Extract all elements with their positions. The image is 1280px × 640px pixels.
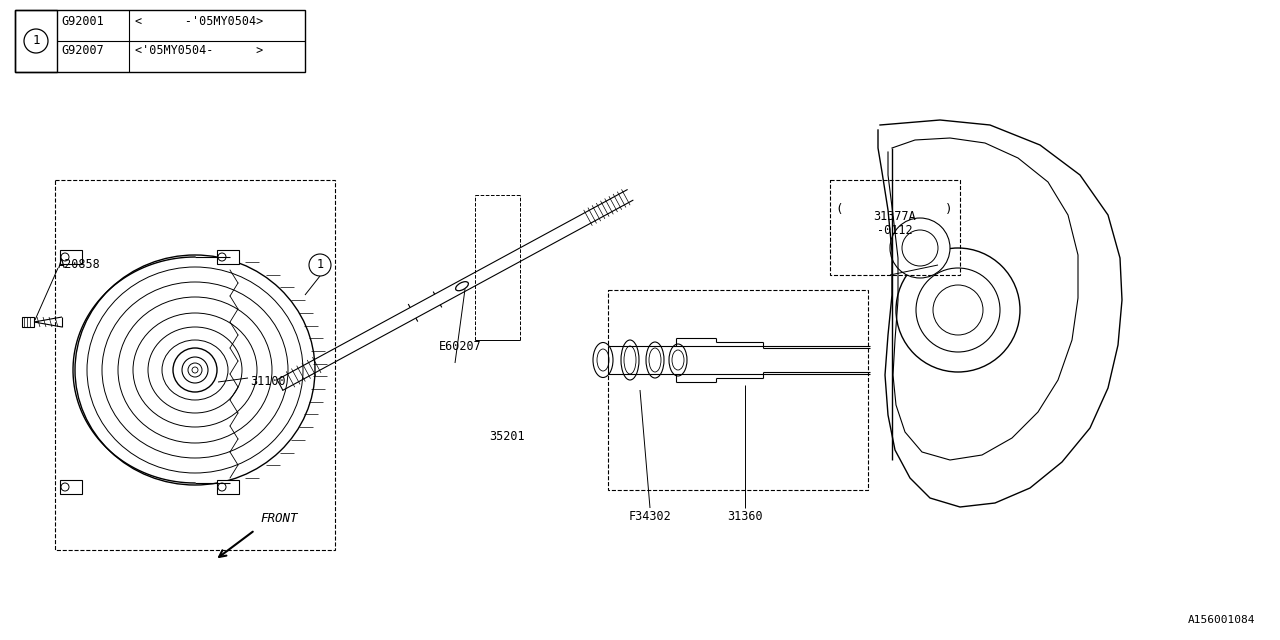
Circle shape	[173, 348, 218, 392]
Bar	[55, 180, 335, 550]
Text: G92001: G92001	[61, 15, 104, 28]
Bar	[15, 10, 305, 72]
Text: <      -'05MY0504>: < -'05MY0504>	[134, 15, 264, 28]
Bar	[829, 180, 960, 275]
Text: 31377A: 31377A	[874, 210, 916, 223]
Bar	[608, 290, 868, 490]
Ellipse shape	[669, 344, 687, 376]
Bar	[22, 317, 35, 327]
Ellipse shape	[621, 340, 639, 380]
Text: F34302: F34302	[628, 510, 672, 523]
Text: FRONT: FRONT	[260, 512, 297, 525]
Text: 31360: 31360	[727, 510, 763, 523]
Circle shape	[933, 285, 983, 335]
Bar	[60, 480, 82, 494]
Bar	[218, 250, 239, 264]
Circle shape	[188, 363, 202, 377]
Bar	[60, 250, 82, 264]
Circle shape	[902, 230, 938, 266]
Circle shape	[916, 268, 1000, 352]
Text: E60207: E60207	[439, 340, 481, 353]
Text: A20858: A20858	[58, 258, 101, 271]
Text: -0112: -0112	[877, 224, 913, 237]
Ellipse shape	[646, 342, 664, 378]
Circle shape	[182, 357, 207, 383]
Circle shape	[192, 367, 198, 373]
Circle shape	[890, 218, 950, 278]
Circle shape	[896, 248, 1020, 372]
Text: 1: 1	[32, 35, 40, 47]
Text: 1: 1	[316, 259, 324, 271]
Ellipse shape	[456, 282, 468, 291]
Bar	[218, 480, 239, 494]
Text: G92007: G92007	[61, 44, 104, 57]
Text: A156001084: A156001084	[1188, 615, 1254, 625]
Text: 35201: 35201	[489, 430, 525, 443]
Text: 31100: 31100	[250, 375, 285, 388]
Text: (: (	[835, 204, 842, 216]
Text: ): )	[945, 204, 952, 216]
Ellipse shape	[593, 342, 613, 378]
Bar	[15, 10, 58, 72]
Text: <'05MY0504-      >: <'05MY0504- >	[134, 44, 264, 57]
Circle shape	[308, 254, 332, 276]
